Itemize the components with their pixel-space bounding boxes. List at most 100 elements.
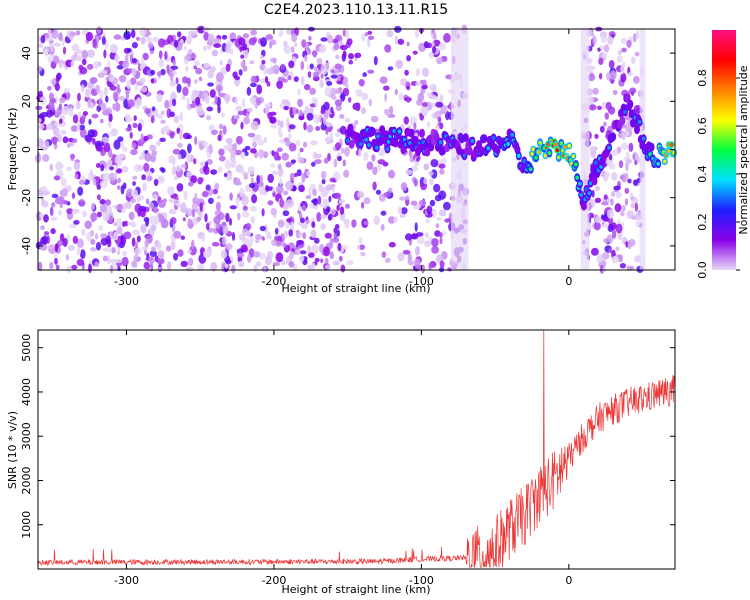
noise-blob	[598, 57, 604, 65]
noise-blob	[149, 50, 154, 55]
noise-blob	[243, 116, 250, 125]
noise-blob	[214, 96, 218, 105]
noise-blob	[283, 44, 292, 54]
noise-blob	[222, 125, 227, 135]
noise-blob	[335, 54, 340, 60]
noise-blob	[293, 76, 299, 82]
noise-blob	[354, 120, 359, 125]
noise-blob	[295, 139, 301, 146]
noise-blob	[130, 197, 136, 204]
noise-blob	[87, 49, 95, 58]
noise-blob	[76, 124, 81, 133]
noise-blob	[210, 262, 218, 272]
track-core	[491, 136, 496, 140]
noise-blob	[406, 85, 410, 90]
noise-blob	[132, 122, 138, 129]
noise-blob	[405, 169, 413, 175]
noise-blob	[439, 122, 444, 130]
noise-blob	[44, 33, 50, 39]
noise-blob	[361, 201, 365, 209]
noise-blob	[213, 216, 221, 224]
noise-blob	[320, 37, 328, 42]
noise-blob	[306, 112, 314, 121]
noise-blob	[70, 125, 78, 132]
noise-blob	[620, 142, 629, 150]
noise-blob	[439, 232, 443, 238]
noise-blob	[201, 191, 209, 198]
noise-blob	[186, 35, 192, 45]
noise-blob	[293, 172, 298, 178]
noise-blob	[404, 69, 409, 76]
noise-blob	[260, 54, 264, 60]
noise-blob	[121, 256, 129, 267]
noise-blob	[267, 173, 275, 183]
noise-blob	[151, 150, 157, 157]
noise-blob	[210, 124, 215, 130]
noise-blob	[337, 75, 341, 82]
noise-blob	[591, 247, 599, 256]
noise-blob	[263, 136, 268, 144]
noise-blob	[628, 142, 634, 152]
noise-blob	[303, 121, 307, 131]
noise-blob	[55, 74, 60, 83]
x-tick-label: -100	[409, 275, 434, 288]
noise-blob	[291, 33, 298, 43]
noise-blob	[250, 120, 259, 131]
noise-blob	[611, 191, 616, 197]
noise-blob	[150, 224, 157, 232]
noise-blob	[422, 79, 427, 87]
noise-blob	[212, 188, 218, 195]
noise-blob	[177, 249, 184, 257]
noise-blob	[603, 121, 607, 127]
noise-blob	[105, 199, 111, 206]
noise-blob	[299, 250, 307, 255]
noise-blob	[118, 75, 127, 83]
noise-blob	[323, 116, 327, 126]
track-core	[571, 154, 576, 159]
noise-blob	[158, 38, 166, 48]
noise-blob	[50, 42, 54, 53]
y-tick-label: 40	[20, 46, 33, 60]
noise-blob	[69, 224, 76, 229]
noise-blob	[431, 95, 438, 100]
noise-blob	[240, 244, 248, 253]
noise-blob	[172, 148, 181, 155]
noise-blob	[38, 261, 43, 272]
noise-blob	[42, 190, 50, 196]
noise-blob	[251, 194, 258, 204]
noise-blob	[90, 212, 98, 222]
noise-blob	[229, 205, 237, 210]
noise-blob	[614, 203, 622, 213]
noise-blob	[151, 106, 156, 112]
noise-blob	[279, 103, 285, 109]
noise-blob	[100, 118, 104, 124]
noise-blob	[213, 38, 222, 44]
noise-blob	[281, 260, 286, 266]
noise-blob	[258, 149, 265, 159]
noise-blob	[601, 52, 608, 59]
track-core	[529, 167, 533, 172]
noise-blob	[383, 192, 391, 198]
noise-blob	[610, 198, 614, 206]
noise-blob	[598, 72, 603, 80]
noise-blob	[203, 62, 210, 69]
noise-blob	[329, 131, 334, 140]
noise-blob	[169, 80, 176, 87]
noise-blob	[116, 204, 124, 211]
noise-blob	[141, 174, 147, 181]
noise-blob	[196, 216, 201, 222]
noise-blob	[142, 52, 149, 61]
noise-blob	[167, 261, 172, 271]
noise-blob	[329, 177, 336, 183]
noise-blob	[317, 195, 322, 205]
track-core	[486, 146, 491, 151]
track-core	[438, 140, 443, 145]
noise-blob	[606, 209, 615, 219]
noise-blob	[287, 75, 292, 81]
noise-blob	[420, 87, 426, 95]
noise-blob	[219, 60, 223, 66]
noise-blob	[320, 214, 328, 219]
noise-blob	[153, 206, 158, 214]
noise-blob	[282, 242, 287, 248]
noise-blob	[588, 65, 596, 71]
